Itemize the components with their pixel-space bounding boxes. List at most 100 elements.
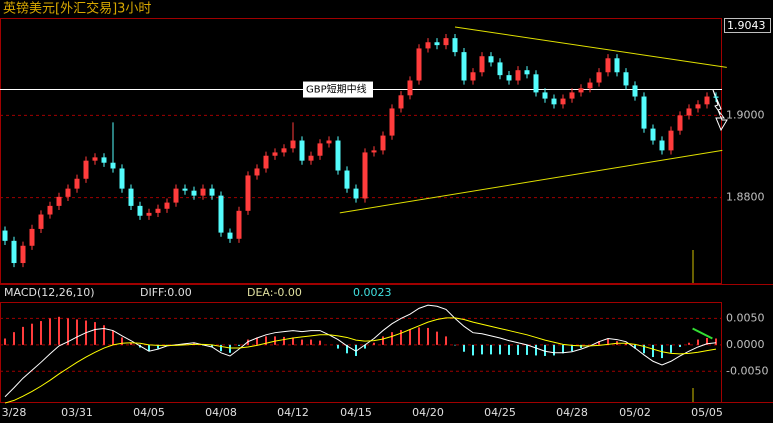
candle-body <box>632 85 638 97</box>
candle-body <box>299 140 305 161</box>
candle-body <box>659 140 665 151</box>
candle-body <box>29 228 35 246</box>
candle-body <box>380 135 386 151</box>
candle-body <box>92 157 98 161</box>
candle-body <box>452 38 458 53</box>
candle-body <box>389 108 395 136</box>
macd-value: 0.0023 <box>353 286 392 299</box>
candle-body <box>245 175 251 211</box>
candle-body <box>335 140 341 171</box>
x-tick-label: 03/31 <box>61 406 93 419</box>
x-tick-label: 04/20 <box>412 406 444 419</box>
y-tick-label: -0.0050 <box>726 364 768 377</box>
x-tick-label: 3/28 <box>2 406 27 419</box>
candle-body <box>137 205 143 216</box>
candle-body <box>443 38 449 46</box>
dea-label: DEA:-0.00 <box>247 286 302 299</box>
candle-body <box>605 58 611 73</box>
candle-body <box>479 56 485 73</box>
y-tick-label: 0.0000 <box>726 338 765 351</box>
candle-body <box>524 70 530 75</box>
candle-body <box>272 152 278 156</box>
candle-body <box>614 58 620 73</box>
candle-body <box>290 140 296 149</box>
macd-label: MACD(12,26,10) <box>4 286 95 299</box>
candle-body <box>704 96 710 105</box>
trendline <box>454 26 727 68</box>
candle-body <box>668 130 674 151</box>
candle-body <box>146 212 152 216</box>
candle-body <box>506 75 512 81</box>
candle-body <box>47 205 53 215</box>
candle-body <box>164 202 170 209</box>
candle-body <box>191 190 197 196</box>
chart-title: 英镑美元[外汇交易]3小时 <box>3 1 151 17</box>
candle-body <box>569 92 575 99</box>
macd-frame <box>0 302 722 403</box>
candle-body <box>326 140 332 144</box>
candle-body <box>677 115 683 131</box>
candle-body <box>74 178 80 189</box>
y-tick-label: 1.9000 <box>726 108 765 121</box>
reference-label: GBP短期中线 <box>306 83 367 96</box>
arrow-icon <box>712 89 728 132</box>
candle-body <box>65 188 71 197</box>
candle-body <box>623 72 629 86</box>
candle-body <box>596 72 602 83</box>
candle-body <box>650 128 656 141</box>
candle-body <box>218 195 224 233</box>
x-tick-label: 04/28 <box>556 406 588 419</box>
candle-body <box>695 104 701 109</box>
candle-body <box>308 155 314 161</box>
macd-trendline <box>692 327 713 340</box>
price-frame <box>0 18 722 284</box>
candle-body <box>560 98 566 105</box>
candle-body <box>542 92 548 99</box>
candle-body <box>551 98 557 105</box>
candle-body <box>173 188 179 203</box>
candle-body <box>56 196 62 206</box>
x-tick-label: 05/05 <box>691 406 723 419</box>
candle-body <box>641 96 647 129</box>
y-tick-label: 1.8800 <box>726 191 765 204</box>
candle-body <box>488 56 494 63</box>
candle-body <box>686 108 692 116</box>
candle-body <box>425 42 431 49</box>
candle-body <box>416 48 422 81</box>
diff-label: DIFF:0.00 <box>140 286 192 299</box>
candle-body <box>2 230 8 241</box>
candle-body <box>83 160 89 179</box>
candle-body <box>236 210 242 239</box>
candle-body <box>344 170 350 189</box>
x-tick-label: 04/25 <box>484 406 516 419</box>
last-price-box <box>724 18 771 33</box>
candle-body <box>209 188 215 196</box>
candle-body <box>362 152 368 199</box>
candle-body <box>11 240 17 264</box>
candle-body <box>38 214 44 229</box>
candle-body <box>713 96 719 98</box>
x-tick-label: 04/12 <box>277 406 309 419</box>
candle-body <box>200 188 206 196</box>
candle-body <box>398 95 404 109</box>
candle-body <box>110 162 116 169</box>
candle-body <box>317 143 323 156</box>
x-tick-label: 04/08 <box>205 406 237 419</box>
candle-body <box>461 52 467 81</box>
candle-body <box>587 82 593 89</box>
candle-body <box>227 232 233 239</box>
diff-line <box>4 304 717 398</box>
dea-line <box>4 317 717 404</box>
trendline <box>339 149 723 214</box>
candle-body <box>434 42 440 46</box>
candle-body <box>353 188 359 199</box>
x-tick-label: 04/15 <box>340 406 372 419</box>
candle-body <box>515 70 521 81</box>
candle-body <box>263 155 269 169</box>
candle-body <box>155 208 161 213</box>
x-tick-label: 05/02 <box>619 406 651 419</box>
candle-body <box>407 80 413 96</box>
candle-body <box>101 157 107 163</box>
